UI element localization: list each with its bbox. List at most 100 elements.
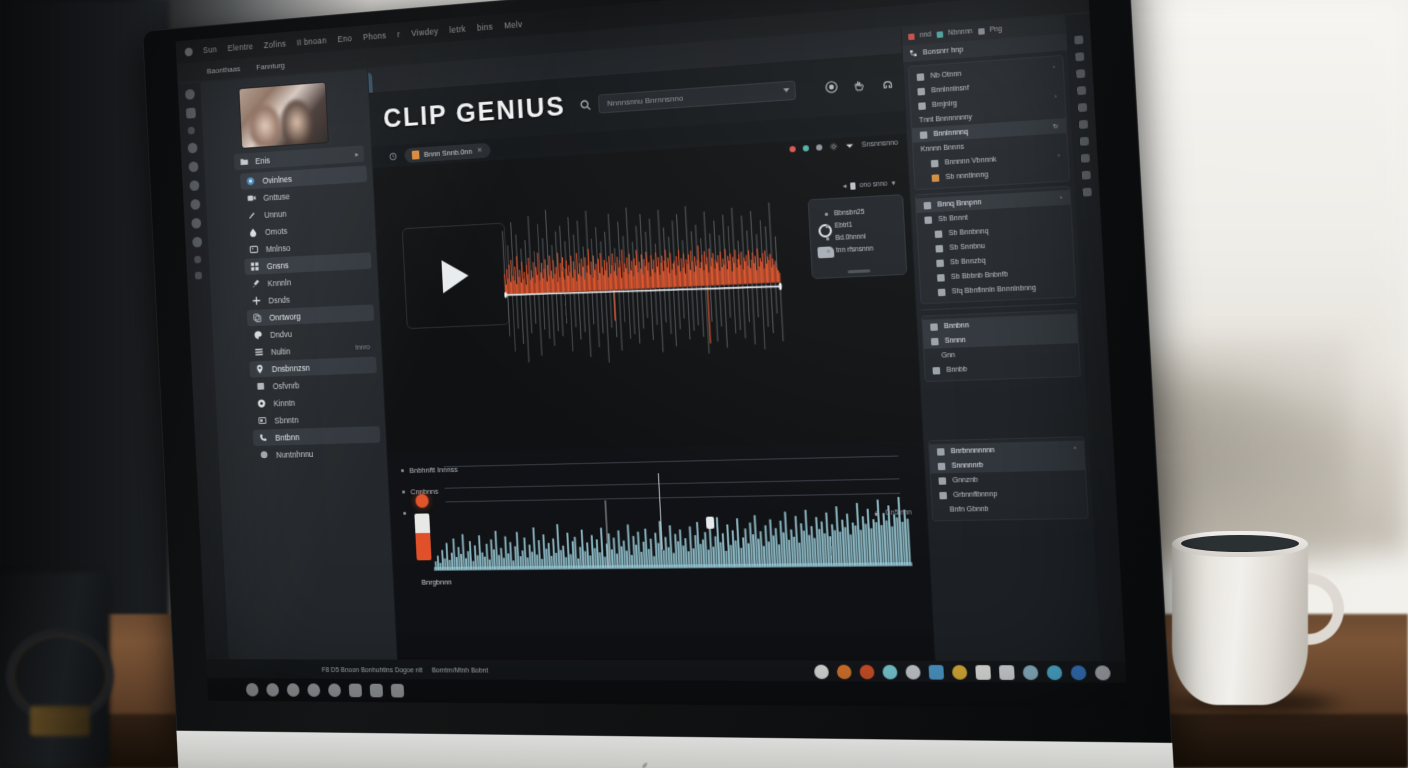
record-tool-icon[interactable] [824,79,839,94]
rp-tool-2[interactable]: Nbnnnn [948,27,973,38]
search-input[interactable]: Nnnnsnnu Bnrnnsnno [597,79,797,114]
rail-circle-icon-8[interactable] [191,236,202,248]
gem-icon[interactable] [882,664,898,680]
timeline-waveform[interactable] [431,495,913,576]
chevron-down-icon[interactable] [783,88,790,93]
rrail-dot-icon-5[interactable] [1078,119,1089,129]
note-icon[interactable] [928,664,945,680]
settings-icon[interactable] [1094,665,1111,681]
play-button[interactable] [401,222,510,330]
rail-circle-icon-7[interactable] [190,217,201,229]
close-icon[interactable]: ✕ [476,147,483,155]
dock-app-icon-6[interactable] [369,683,384,698]
rail-circle-icon-0[interactable] [184,88,195,100]
status-dot-red[interactable] [789,145,796,153]
os-menu-item-4[interactable]: Eno [337,33,353,45]
os-menu-item-9[interactable]: bins [476,21,494,33]
timeline-clip[interactable] [414,513,432,561]
rrail-dot-icon-1[interactable] [1075,52,1085,62]
lock-icon[interactable] [873,510,881,517]
rrail-dot-icon-8[interactable] [1081,170,1091,180]
rrail-dot-icon-6[interactable] [1079,136,1090,146]
chevron-down-icon[interactable] [845,142,855,150]
rail-gear-icon-4[interactable] [188,161,199,173]
rail-pen-icon-10[interactable] [194,271,203,280]
rrail-dot-icon-0[interactable] [1074,35,1084,45]
os-menu-item-5[interactable]: Phons [362,30,387,43]
dock-app-icon-5[interactable] [348,683,363,698]
open-file-chip[interactable]: Bnnn Snnb.0nn ✕ [404,142,491,163]
dock-circle-icon-0[interactable] [245,683,259,697]
os-submenu-item-0[interactable]: Baonthaas [206,63,241,76]
os-menu-item-10[interactable]: Melv [503,19,523,31]
system-tray[interactable] [813,664,1111,681]
rrail-dot-icon-4[interactable] [1077,102,1088,113]
os-submenu-item-1[interactable]: Fannturg [255,60,285,72]
os-menu-item-2[interactable]: Zofins [263,38,287,51]
chevron-right-icon[interactable]: › [1054,93,1057,100]
sidebar-item-bntbnn[interactable]: Bntbnn [252,426,381,447]
os-menu-item-8[interactable]: letrk [449,23,467,35]
os-menu-item-3[interactable]: II bnoan [296,35,327,48]
target-icon [257,399,266,408]
status-dot-teal[interactable] [802,145,810,152]
status-dot-gray[interactable] [815,144,823,151]
timeline-marker[interactable] [415,493,429,508]
os-menu-item-7[interactable]: Viwdey [411,26,439,39]
rrail-dot-icon-9[interactable] [1082,187,1092,197]
history-icon[interactable] [389,151,398,160]
dock-circle-icon-2[interactable] [286,683,300,697]
os-menu-item-0[interactable]: Sun [202,44,218,56]
chevron-right-icon[interactable]: › [1059,194,1063,202]
rp-dot-teal[interactable] [936,30,944,38]
window-icon[interactable] [998,665,1015,680]
refresh-icon[interactable]: ↻ [1052,123,1059,131]
os-menu-item-6[interactable]: r [397,29,401,40]
globe-icon[interactable] [1022,665,1039,681]
rail-square-icon-1[interactable] [185,107,196,119]
rail-circle-icon-9[interactable] [193,255,202,264]
chevron-right-icon[interactable]: › [1073,444,1077,452]
rp-tool-4[interactable]: Png [989,25,1003,34]
chevron-right-icon[interactable]: › [1057,152,1061,159]
coin-icon[interactable] [951,665,968,680]
popup-resize-handle[interactable] [847,269,871,274]
sidebar-header-chevron-icon[interactable]: ▸ [355,151,359,159]
popup-item-3[interactable]: tnn rfsnsnnn [819,242,896,258]
disc-icon[interactable] [1046,665,1063,681]
browser-icon[interactable] [836,664,852,680]
rail-circle-icon-5[interactable] [188,180,200,192]
rp-dot-red[interactable] [908,32,915,40]
pointer-icon[interactable] [905,664,921,680]
cloud-icon[interactable] [975,665,992,680]
rail-circle-icon-3[interactable] [187,142,198,154]
timeline-track-0[interactable]: Bnbhnftt Innnss [401,457,492,481]
dock-app-icon-7[interactable] [390,683,405,698]
sidebar-item-nuntnhnnu[interactable]: Nuntnhnnu [254,444,382,464]
playhead-grip[interactable] [705,516,715,529]
rail-dot-icon-2[interactable] [187,126,195,135]
rrail-dot-icon-7[interactable] [1080,153,1090,163]
rp-item-3-4[interactable]: Bnfn Gbnnb [932,500,1087,517]
rp-dot-gray[interactable] [977,27,985,35]
media-icon[interactable] [1070,665,1087,681]
fox-icon[interactable] [859,664,875,680]
chevron-right-icon[interactable]: › [1052,63,1056,71]
rp-tool-0[interactable]: nnd [919,31,932,40]
main-waveform[interactable] [497,160,796,404]
dock-circle-icon-3[interactable] [307,683,321,697]
magnet-tool-icon[interactable] [880,75,895,90]
dock-circle-icon-1[interactable] [266,683,280,697]
gear-icon[interactable] [829,142,838,151]
popup-prev-icon[interactable]: ◂ [842,182,847,191]
rrail-dot-icon-3[interactable] [1076,86,1087,96]
os-menu-item-1[interactable]: Elentre [227,41,254,54]
hand-tool-icon[interactable] [852,77,867,92]
chat-icon[interactable] [813,664,830,680]
popup-next-icon[interactable]: ▾ [891,180,896,188]
rrail-dot-icon-2[interactable] [1076,69,1086,79]
photo-thumbnail[interactable] [239,82,328,148]
rail-circle-icon-6[interactable] [189,198,200,210]
dock-gear-icon-4[interactable] [327,683,342,698]
context-popup[interactable]: ◂ ono snno ▾ Bbnsbn25 Ebtrl1 Bd.0hnnni [807,180,908,280]
